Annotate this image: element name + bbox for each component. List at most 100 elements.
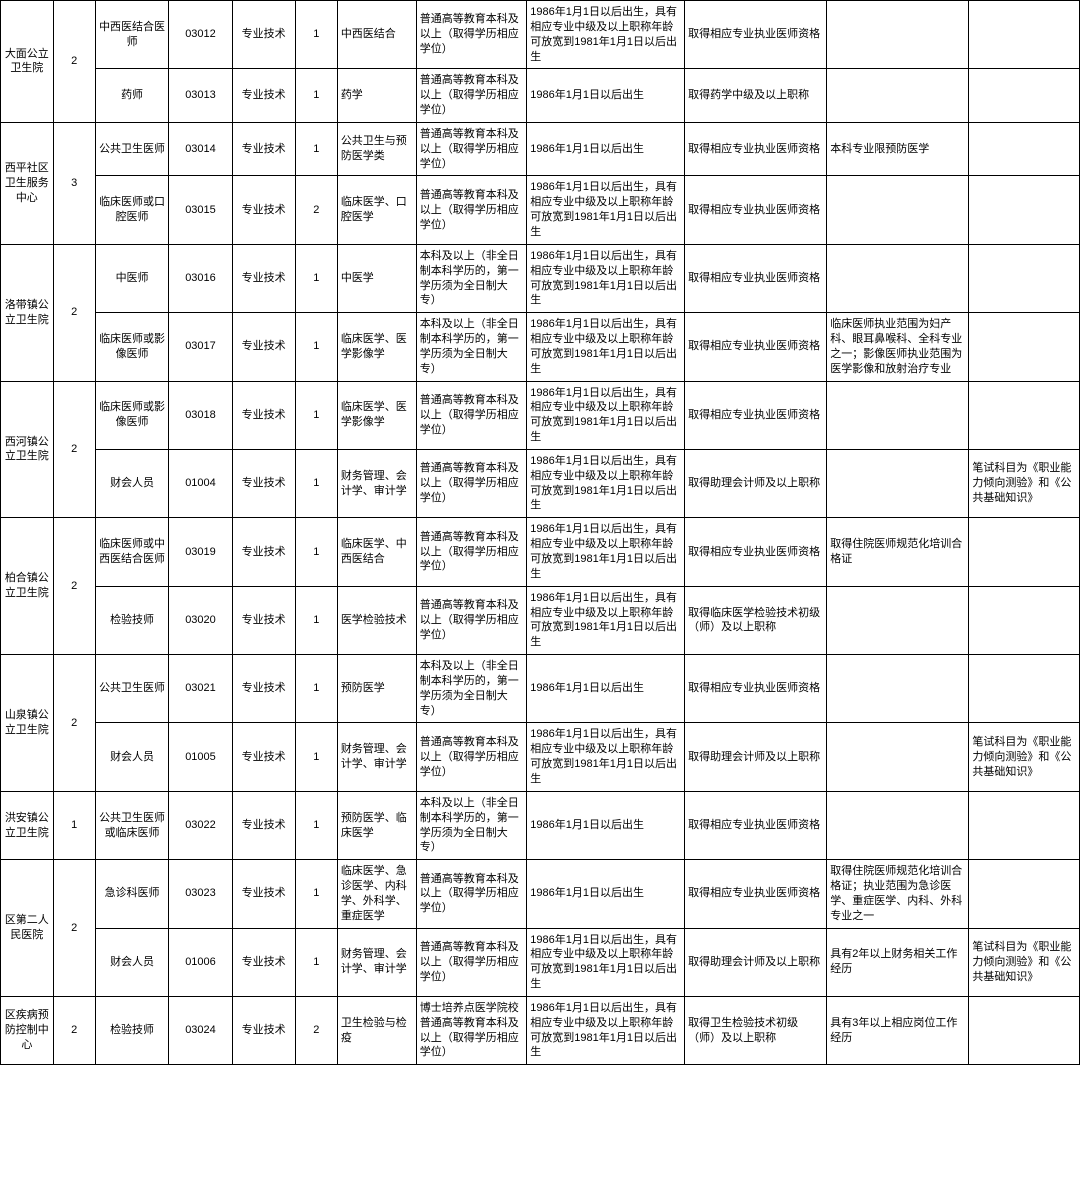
cell: 1 (295, 518, 337, 586)
unit-cell: 西平社区卫生服务中心 (1, 122, 54, 244)
table-row: 药师 03013 专业技术 1 药学 普通高等教育本科及以上（取得学历相应学位）… (1, 69, 1080, 123)
cell: 专业技术 (232, 122, 295, 176)
cell: 公共卫生与预防医学类 (337, 122, 416, 176)
cell: 1 (295, 791, 337, 859)
cell: 1 (295, 244, 337, 312)
cell: 03013 (169, 69, 232, 123)
table-row: 柏合镇公立卫生院 2 临床医师或中西医结合医师 03019 专业技术 1 临床医… (1, 518, 1080, 586)
cell: 1986年1月1日以后出生 (527, 791, 685, 859)
table-row: 区第二人民医院 2 急诊科医师 03023 专业技术 1 临床医学、急诊医学、内… (1, 860, 1080, 928)
cell: 取得相应专业执业医师资格 (685, 313, 827, 381)
cell: 1986年1月1日以后出生，具有相应专业中级及以上职称年龄可放宽到1981年1月… (527, 996, 685, 1064)
cell: 1 (295, 313, 337, 381)
cell: 专业技术 (232, 176, 295, 244)
count-cell: 3 (53, 122, 95, 244)
cell: 03021 (169, 655, 232, 723)
cell: 1 (295, 723, 337, 791)
cell: 1 (295, 928, 337, 996)
cell: 取得助理会计师及以上职称 (685, 723, 827, 791)
cell (827, 586, 969, 654)
cell: 取得相应专业执业医师资格 (685, 381, 827, 449)
cell: 1986年1月1日以后出生 (527, 122, 685, 176)
cell (969, 860, 1080, 928)
table-row: 区疾病预防控制中心 2 检验技师 03024 专业技术 2 卫生检验与检疫 博士… (1, 996, 1080, 1064)
cell: 取得临床医学检验技术初级（师）及以上职称 (685, 586, 827, 654)
cell: 临床医师或口腔医师 (95, 176, 169, 244)
cell: 专业技术 (232, 449, 295, 517)
unit-cell: 大面公立卫生院 (1, 1, 54, 123)
cell: 临床医师或影像医师 (95, 313, 169, 381)
cell: 普通高等教育本科及以上（取得学历相应学位） (416, 518, 527, 586)
cell: 急诊科医师 (95, 860, 169, 928)
cell: 03017 (169, 313, 232, 381)
cell: 公共卫生医师 (95, 655, 169, 723)
cell: 专业技术 (232, 860, 295, 928)
recruitment-table: 大面公立卫生院 2 中西医结合医师 03012 专业技术 1 中西医结合 普通高… (0, 0, 1080, 1065)
unit-cell: 柏合镇公立卫生院 (1, 518, 54, 655)
table-row: 山泉镇公立卫生院 2 公共卫生医师 03021 专业技术 1 预防医学 本科及以… (1, 655, 1080, 723)
cell: 中西医结合 (337, 1, 416, 69)
cell: 1986年1月1日以后出生，具有相应专业中级及以上职称年龄可放宽到1981年1月… (527, 313, 685, 381)
cell: 财会人员 (95, 449, 169, 517)
cell: 专业技术 (232, 928, 295, 996)
cell: 1986年1月1日以后出生，具有相应专业中级及以上职称年龄可放宽到1981年1月… (527, 244, 685, 312)
cell: 1 (295, 449, 337, 517)
cell: 取得药学中级及以上职称 (685, 69, 827, 123)
cell: 博士培养点医学院校普通高等教育本科及以上（取得学历相应学位） (416, 996, 527, 1064)
count-cell: 2 (53, 518, 95, 655)
cell: 1986年1月1日以后出生，具有相应专业中级及以上职称年龄可放宽到1981年1月… (527, 381, 685, 449)
cell: 专业技术 (232, 381, 295, 449)
cell (969, 586, 1080, 654)
table-row: 临床医师或影像医师 03017 专业技术 1 临床医学、医学影像学 本科及以上（… (1, 313, 1080, 381)
unit-cell: 西河镇公立卫生院 (1, 381, 54, 518)
cell: 中西医结合医师 (95, 1, 169, 69)
cell: 医学检验技术 (337, 586, 416, 654)
cell: 普通高等教育本科及以上（取得学历相应学位） (416, 860, 527, 928)
cell: 临床医师或影像医师 (95, 381, 169, 449)
cell: 笔试科目为《职业能力倾向测验》和《公共基础知识》 (969, 449, 1080, 517)
cell: 03024 (169, 996, 232, 1064)
cell: 中医师 (95, 244, 169, 312)
cell: 专业技术 (232, 69, 295, 123)
cell: 药师 (95, 69, 169, 123)
cell: 普通高等教育本科及以上（取得学历相应学位） (416, 586, 527, 654)
cell: 取得相应专业执业医师资格 (685, 655, 827, 723)
cell: 卫生检验与检疫 (337, 996, 416, 1064)
cell: 专业技术 (232, 723, 295, 791)
cell: 03022 (169, 791, 232, 859)
cell (827, 244, 969, 312)
cell: 取得相应专业执业医师资格 (685, 244, 827, 312)
cell: 2 (295, 996, 337, 1064)
count-cell: 2 (53, 655, 95, 792)
cell: 公共卫生医师 (95, 122, 169, 176)
cell: 1986年1月1日以后出生 (527, 860, 685, 928)
unit-cell: 山泉镇公立卫生院 (1, 655, 54, 792)
cell (827, 655, 969, 723)
cell: 药学 (337, 69, 416, 123)
cell: 03018 (169, 381, 232, 449)
cell: 专业技术 (232, 586, 295, 654)
cell: 本科专业限预防医学 (827, 122, 969, 176)
cell: 03019 (169, 518, 232, 586)
cell (827, 69, 969, 123)
cell: 本科及以上（非全日制本科学历的，第一学历须为全日制大专） (416, 655, 527, 723)
unit-cell: 洛带镇公立卫生院 (1, 244, 54, 381)
cell (827, 449, 969, 517)
cell: 中医学 (337, 244, 416, 312)
cell: 临床医学、医学影像学 (337, 381, 416, 449)
cell: 财务管理、会计学、审计学 (337, 449, 416, 517)
cell: 临床医学、口腔医学 (337, 176, 416, 244)
cell: 1986年1月1日以后出生，具有相应专业中级及以上职称年龄可放宽到1981年1月… (527, 449, 685, 517)
cell: 01004 (169, 449, 232, 517)
table-row: 检验技师 03020 专业技术 1 医学检验技术 普通高等教育本科及以上（取得学… (1, 586, 1080, 654)
cell: 财务管理、会计学、审计学 (337, 928, 416, 996)
cell: 03014 (169, 122, 232, 176)
cell (969, 381, 1080, 449)
cell: 预防医学、临床医学 (337, 791, 416, 859)
table-row: 财会人员 01005 专业技术 1 财务管理、会计学、审计学 普通高等教育本科及… (1, 723, 1080, 791)
cell: 公共卫生医师或临床医师 (95, 791, 169, 859)
count-cell: 2 (53, 244, 95, 381)
cell: 01006 (169, 928, 232, 996)
cell: 专业技术 (232, 996, 295, 1064)
cell: 笔试科目为《职业能力倾向测验》和《公共基础知识》 (969, 723, 1080, 791)
